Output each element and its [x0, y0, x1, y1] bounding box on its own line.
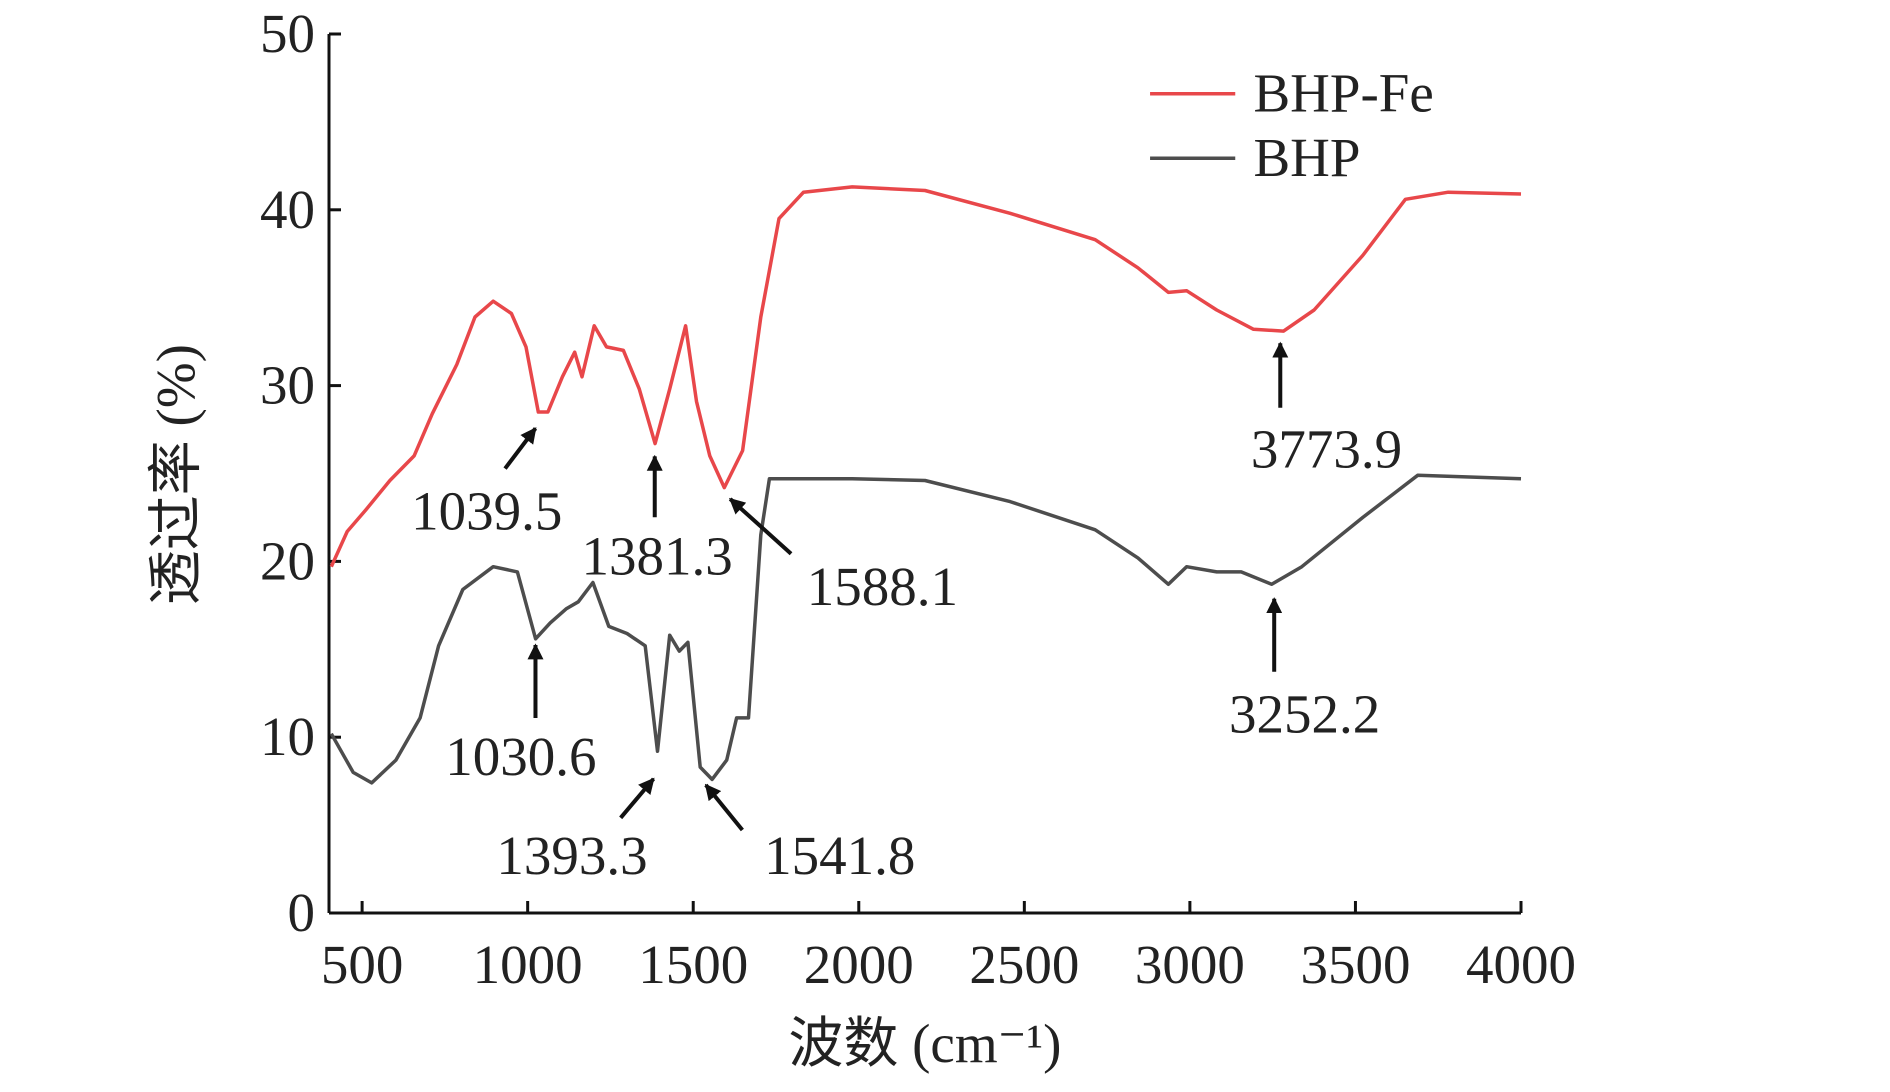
annotation-arrow — [619, 777, 656, 820]
annotation: 1588.1 — [807, 556, 958, 617]
y-tick-label: 40 — [260, 179, 315, 240]
y-tick-label: 20 — [260, 530, 315, 591]
annotation-arrow — [503, 427, 538, 470]
annotation: 3252.2 — [1229, 684, 1380, 745]
x-axis-label: 波数 (cm⁻¹) — [788, 1013, 1061, 1074]
x-tick-label: 1500 — [638, 934, 748, 995]
legend-label: BHP-Fe — [1254, 63, 1434, 124]
annotation: 1541.8 — [764, 825, 915, 886]
annotation: 1393.3 — [496, 825, 647, 886]
x-tick-label: 4000 — [1466, 934, 1576, 995]
annotation: 1381.3 — [582, 525, 733, 586]
annotation-arrow — [728, 497, 793, 556]
y-tick-label: 50 — [260, 3, 315, 64]
y-tick-label: 10 — [260, 706, 315, 767]
y-tick-label: 0 — [288, 882, 316, 943]
y-tick-label: 30 — [260, 355, 315, 416]
x-tick-label: 2000 — [804, 934, 914, 995]
x-tick-label: 3000 — [1135, 934, 1245, 995]
legend-label: BHP — [1254, 127, 1361, 188]
annotation: 3773.9 — [1251, 418, 1402, 479]
annotation-arrow — [704, 783, 744, 832]
x-tick-label: 2500 — [969, 934, 1079, 995]
annotation: 1039.5 — [411, 480, 562, 541]
x-tick-label: 1000 — [473, 934, 583, 995]
series-line — [329, 185, 1522, 568]
y-axis-label: 透过率 (%) — [145, 344, 206, 605]
annotation: 1030.6 — [445, 726, 596, 787]
series-line — [329, 473, 1522, 785]
x-tick-label: 3500 — [1300, 934, 1410, 995]
x-tick-label: 500 — [321, 934, 404, 995]
